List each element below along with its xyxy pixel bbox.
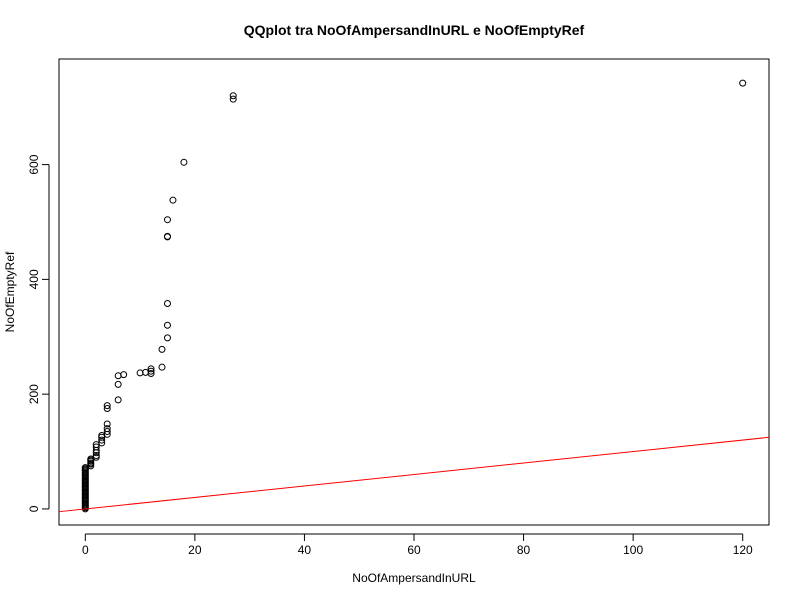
y-axis-label: NoOfEmptyRef — [3, 251, 17, 332]
data-point — [147, 365, 155, 373]
y-tick-label: 600 — [27, 154, 41, 174]
data-point — [163, 321, 171, 329]
x-axis-label: NoOfAmpersandInURL — [352, 571, 476, 585]
data-point — [120, 371, 128, 379]
data-points — [81, 79, 747, 513]
x-tick-label: 60 — [407, 543, 421, 557]
data-point — [163, 216, 171, 224]
plot-frame — [58, 58, 770, 526]
data-point — [103, 402, 111, 410]
data-point — [163, 232, 171, 240]
chart-title: QQplot tra NoOfAmpersandInURL e NoOfEmpt… — [244, 22, 585, 38]
reference-line-group — [58, 436, 770, 513]
data-point — [103, 427, 111, 435]
x-tick-label: 80 — [517, 543, 531, 557]
x-tick-label: 120 — [733, 543, 753, 557]
data-point — [114, 396, 122, 404]
data-point — [147, 367, 155, 375]
data-point — [229, 95, 237, 103]
data-point — [163, 334, 171, 342]
data-point — [158, 363, 166, 371]
data-point — [92, 443, 100, 451]
x-axis: 0 20 40 60 80 100 120 — [82, 533, 753, 557]
data-point — [103, 420, 111, 428]
data-point — [739, 79, 747, 87]
data-point — [229, 92, 237, 100]
data-point — [92, 452, 100, 460]
data-point — [98, 436, 106, 444]
data-point — [114, 380, 122, 388]
data-point — [180, 158, 188, 166]
x-tick-label: 20 — [188, 543, 202, 557]
x-tick-label: 40 — [298, 543, 312, 557]
data-point — [163, 299, 171, 307]
y-tick-label: 200 — [27, 384, 41, 404]
data-point — [103, 405, 111, 412]
data-point — [169, 196, 177, 204]
data-point — [158, 345, 166, 353]
y-tick-label: 0 — [27, 505, 41, 512]
y-axis: 0 200 400 600 — [27, 154, 50, 512]
data-point — [114, 372, 122, 380]
y-tick-label: 400 — [27, 269, 41, 289]
x-tick-label: 100 — [623, 543, 643, 557]
data-point — [147, 369, 155, 377]
data-point — [103, 425, 111, 433]
reference-line — [58, 436, 770, 513]
x-tick-label: 0 — [82, 543, 89, 557]
